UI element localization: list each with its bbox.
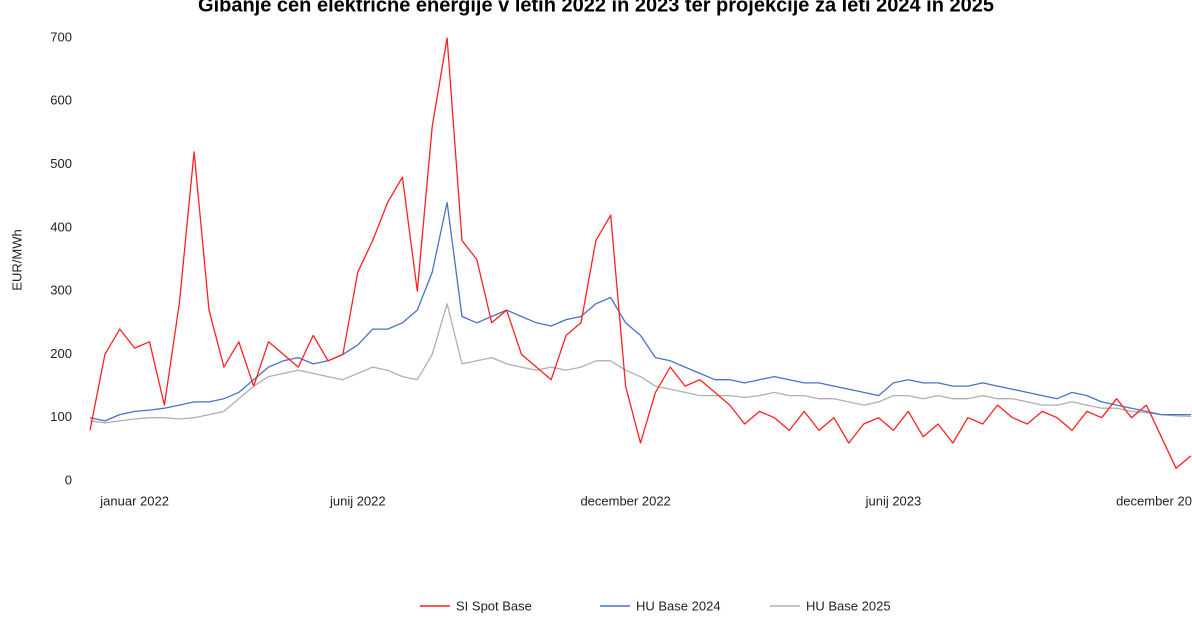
y-tick-label: 200 [50,346,72,361]
series-line [89,201,1191,422]
y-tick-label: 0 [65,472,72,487]
legend-label: HU Base 2025 [806,598,891,613]
x-tick-label: junij 2022 [329,493,386,508]
legend-label: SI Spot Base [456,598,532,613]
x-tick-label: december 2022 [580,493,670,508]
y-axis-label: EUR/MWh [9,229,24,290]
y-tick-label: 600 [50,93,72,108]
x-tick-label: januar 2022 [99,493,169,508]
series-line [89,37,1192,469]
series-line [89,303,1192,424]
chart-title: Gibanje cen električne energije v letih … [198,0,994,16]
x-tick-label: junij 2023 [865,493,922,508]
y-tick-label: 100 [50,409,72,424]
y-tick-label: 300 [50,283,72,298]
y-tick-label: 700 [50,29,72,44]
legend-label: HU Base 2024 [636,598,721,613]
x-tick-label: december 2023 [1116,493,1192,508]
y-tick-label: 500 [50,156,72,171]
y-tick-label: 400 [50,219,72,234]
